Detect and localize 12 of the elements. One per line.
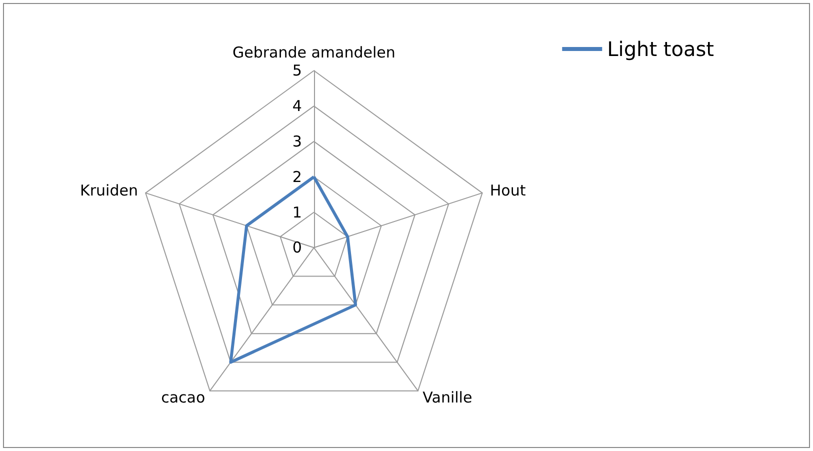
spoke-label: Gebrande amandelen (232, 44, 396, 62)
y-tick-label: 2 (292, 168, 302, 186)
y-tick-label: 5 (292, 62, 302, 80)
spoke-label: cacao (161, 388, 206, 406)
y-tick-label: 1 (292, 203, 302, 222)
y-tick-label: 4 (292, 97, 302, 116)
y-tick-label: 0 (292, 238, 302, 257)
legend-label: Light toast (607, 37, 714, 61)
spoke-label: Hout (490, 181, 526, 200)
y-tick-label: 3 (292, 132, 302, 150)
spoke-label: Kruiden (80, 181, 138, 200)
spoke-label: Vanille (422, 388, 472, 406)
